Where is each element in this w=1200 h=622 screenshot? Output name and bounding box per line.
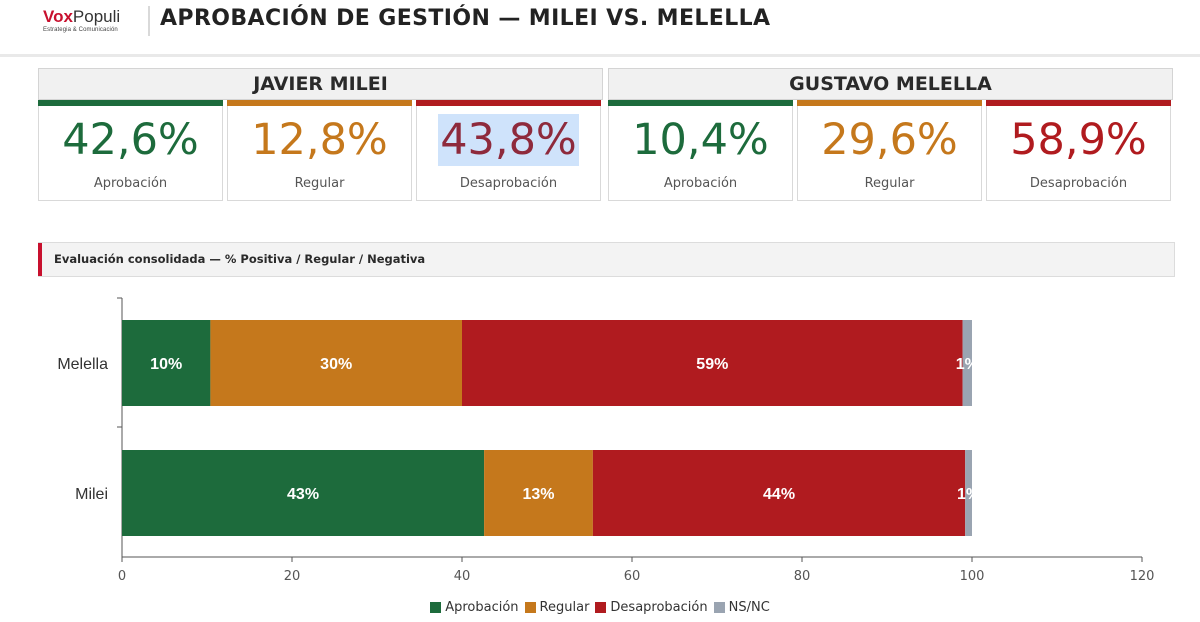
legend-swatch: [595, 602, 607, 613]
stat-value: 12,8%: [228, 114, 411, 166]
legend-label: Aprobación: [445, 600, 519, 615]
panel-title-melella: GUSTAVO MELELLA: [608, 68, 1173, 100]
card-accent-bar: [227, 100, 412, 106]
card-accent-bar: [797, 100, 982, 106]
data-label: 13%: [522, 486, 554, 503]
legend-item[interactable]: Regular: [524, 600, 590, 615]
stat-card-melella-desaprobacion: 58,9% Desaprobación: [986, 100, 1171, 201]
bar-segment: [592, 450, 966, 536]
card-accent-bar: [416, 100, 601, 106]
stat-value-text: 58,9%: [1010, 115, 1147, 165]
data-label: 1%: [956, 356, 979, 373]
logo-tagline: Estrategia & Comunicación: [43, 27, 118, 33]
stat-card-milei-desaprobacion: 43,8% Desaprobación: [416, 100, 601, 201]
bar-segment: [210, 320, 462, 406]
header-divider: [148, 6, 150, 36]
x-tick-label: 120: [1130, 569, 1155, 584]
bar-segment: [122, 450, 485, 536]
panel-title-milei: JAVIER MILEI: [38, 68, 603, 100]
panel-milei: JAVIER MILEI 42,6% Aprobación 12,8% Regu…: [38, 68, 603, 202]
legend-label: Desaprobación: [610, 600, 708, 615]
legend-swatch: [713, 602, 725, 613]
stat-value: 58,9%: [987, 114, 1170, 166]
header: VoxPopuli Estrategia & Comunicación APRO…: [0, 0, 1200, 58]
section-header: Evaluación consolidada — % Positiva / Re…: [38, 242, 1175, 277]
data-label: 10%: [150, 356, 182, 373]
data-label: 44%: [763, 486, 795, 503]
stat-card-milei-aprobacion: 42,6% Aprobación: [38, 100, 223, 201]
stat-value-text: 29,6%: [821, 115, 958, 165]
stat-label: Desaprobación: [1029, 176, 1128, 191]
section-title: Evaluación consolidada — % Positiva / Re…: [54, 252, 426, 266]
page-title: APROBACIÓN DE GESTIÓN — MILEI VS. MELELL…: [160, 6, 771, 31]
stat-label: Regular: [864, 176, 915, 191]
legend-item[interactable]: NS/NC: [713, 600, 770, 615]
x-tick-label: 80: [794, 569, 811, 584]
stat-value-text: 12,8%: [251, 115, 388, 165]
panel-melella: GUSTAVO MELELLA 10,4% Aprobación 29,6% R…: [608, 68, 1173, 202]
x-tick-label: 60: [624, 569, 641, 584]
legend-item[interactable]: Desaprobación: [595, 600, 708, 615]
bar-segment: [965, 450, 972, 536]
legend-item[interactable]: Aprobación: [430, 600, 519, 615]
header-rule: [0, 54, 1200, 57]
category-label: Milei: [75, 486, 108, 503]
logo-populi: Populi: [72, 7, 121, 26]
data-label: 43%: [287, 486, 319, 503]
bar-segment: [484, 450, 593, 536]
stat-card-melella-regular: 29,6% Regular: [797, 100, 982, 201]
legend-swatch: [524, 602, 536, 613]
legend-label: NS/NC: [728, 600, 770, 615]
stat-value: 10,4%: [609, 114, 792, 166]
x-tick-label: 40: [454, 569, 471, 584]
stat-card-melella-aprobacion: 10,4% Aprobación: [608, 100, 793, 201]
x-tick-label: 0: [118, 569, 126, 584]
stat-value-text-selected[interactable]: 43,8%: [438, 114, 579, 166]
data-label: 30%: [320, 356, 352, 373]
voxpopuli-logo: VoxPopuli Estrategia & Comunicación: [43, 8, 143, 34]
stat-value: 43,8%: [417, 114, 600, 166]
stat-label: Desaprobación: [459, 176, 558, 191]
logo-wordmark: VoxPopuli: [43, 8, 143, 26]
category-label: Melella: [57, 356, 108, 373]
logo-vox: Vox: [43, 7, 73, 26]
stat-value-text: 42,6%: [62, 115, 199, 165]
stat-value: 42,6%: [39, 114, 222, 166]
stat-value: 29,6%: [798, 114, 981, 166]
bar-segment: [962, 320, 972, 406]
stat-label: Aprobación: [93, 176, 168, 191]
stat-label: Aprobación: [663, 176, 738, 191]
stat-value-text: 10,4%: [632, 115, 769, 165]
bar-segment: [122, 320, 211, 406]
x-tick-label: 100: [960, 569, 985, 584]
chart-legend: Aprobación Regular Desaprobación NS/NC: [0, 600, 1200, 617]
x-tick-label: 20: [284, 569, 301, 584]
legend-label: Regular: [539, 600, 590, 615]
card-accent-bar: [986, 100, 1171, 106]
card-accent-bar: [608, 100, 793, 106]
stat-label: Regular: [294, 176, 345, 191]
stacked-bar-chart: 0 20 40 60 80 100 120 Melella 10% 30% 59% 1% Milei 43…: [57, 297, 1155, 584]
data-label: 59%: [696, 356, 728, 373]
bar-segment: [462, 320, 963, 406]
stat-card-milei-regular: 12,8% Regular: [227, 100, 412, 201]
legend-swatch: [430, 602, 442, 613]
data-label: 1%: [957, 486, 980, 503]
section-accent: [38, 243, 42, 276]
card-accent-bar: [38, 100, 223, 106]
